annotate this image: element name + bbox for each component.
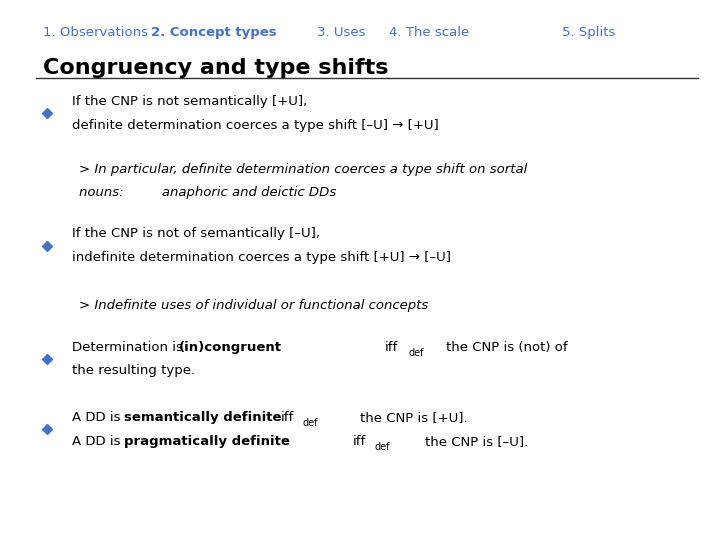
Text: definite determination coerces a type shift [–U] → [+U]: definite determination coerces a type sh… (72, 119, 438, 132)
Text: the CNP is [–U].: the CNP is [–U]. (425, 435, 528, 448)
Text: > Indefinite uses of individual or functional concepts: > Indefinite uses of individual or funct… (79, 299, 428, 312)
Text: 3. Uses: 3. Uses (317, 26, 365, 39)
Text: def: def (302, 418, 318, 428)
Text: 4. The scale: 4. The scale (389, 26, 469, 39)
Text: def: def (374, 442, 390, 451)
Text: indefinite determination coerces a type shift [+U] → [–U]: indefinite determination coerces a type … (72, 251, 451, 264)
Text: If the CNP is not of semantically [–U],: If the CNP is not of semantically [–U], (72, 227, 320, 240)
Text: A DD is: A DD is (72, 411, 125, 424)
Text: 5. Splits: 5. Splits (562, 26, 615, 39)
Text: 2. Concept types: 2. Concept types (151, 26, 276, 39)
Text: the resulting type.: the resulting type. (72, 364, 195, 377)
Text: the CNP is (not) of: the CNP is (not) of (446, 341, 568, 354)
Text: If the CNP is not semantically [+U],: If the CNP is not semantically [+U], (72, 95, 307, 108)
Text: iff: iff (353, 435, 366, 448)
Text: > In particular, definite determination coerces a type shift on sortal: > In particular, definite determination … (79, 163, 528, 176)
Text: (in)congruent: (in)congruent (179, 341, 282, 354)
Text: the CNP is [+U].: the CNP is [+U]. (360, 411, 467, 424)
Text: iff: iff (281, 411, 294, 424)
Text: iff: iff (385, 341, 398, 354)
Text: A DD is: A DD is (72, 435, 125, 448)
Text: nouns:         anaphoric and deictic DDs: nouns: anaphoric and deictic DDs (79, 186, 336, 199)
Text: def: def (409, 348, 425, 357)
Text: Determination is: Determination is (72, 341, 187, 354)
Text: pragmatically definite: pragmatically definite (124, 435, 289, 448)
Text: Congruency and type shifts: Congruency and type shifts (43, 57, 389, 78)
Text: semantically definite: semantically definite (124, 411, 282, 424)
Text: 1. Observations: 1. Observations (43, 26, 148, 39)
